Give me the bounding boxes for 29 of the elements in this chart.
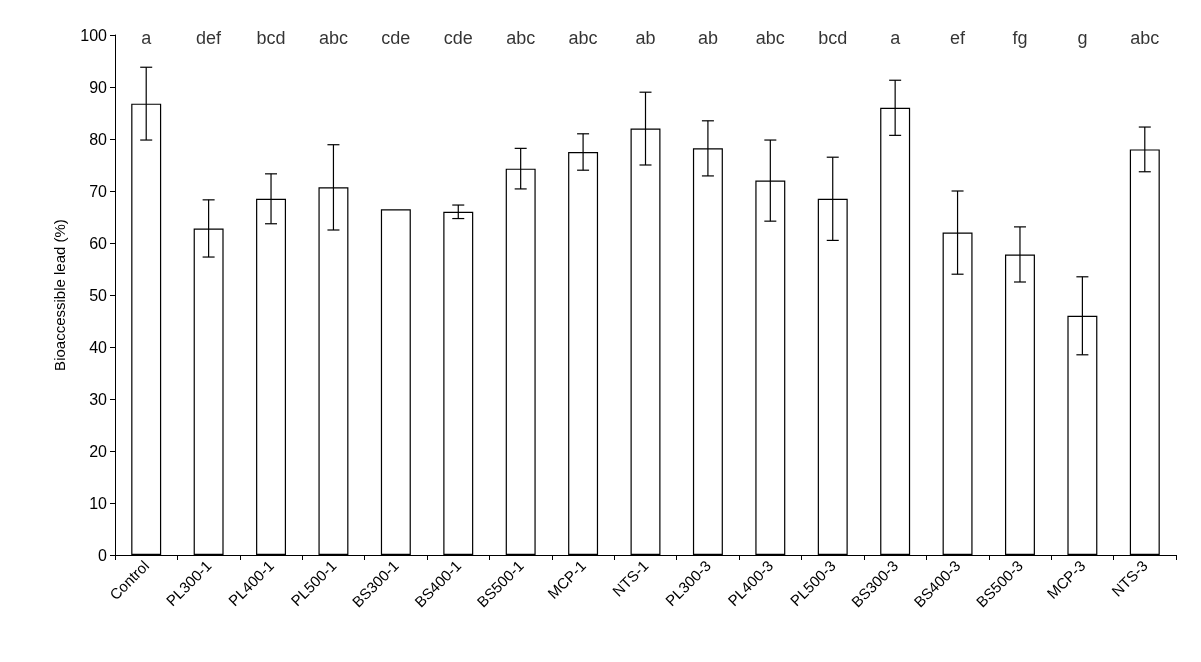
annotation: ab <box>697 28 718 48</box>
annotation: abc <box>1130 28 1160 48</box>
annotation: abc <box>506 28 536 48</box>
y-tick-label: 10 <box>89 494 108 512</box>
annotation: abc <box>755 28 785 48</box>
annotation: a <box>141 28 153 48</box>
annotation: def <box>196 28 223 48</box>
annotation: abc <box>568 28 598 48</box>
y-tick-label: 20 <box>89 442 108 460</box>
y-tick-label: 60 <box>89 234 108 252</box>
annotation: g <box>1077 28 1088 48</box>
annotation: ab <box>635 28 656 48</box>
y-tick-label: 30 <box>89 390 108 408</box>
annotation: cde <box>381 28 411 48</box>
y-axis-title: Bioaccessible lead (%) <box>51 219 68 371</box>
y-tick-label: 0 <box>98 546 108 564</box>
annotation: bcd <box>818 28 848 48</box>
y-tick-label: 100 <box>80 26 108 44</box>
y-tick-label: 70 <box>89 182 108 200</box>
annotation: abc <box>318 28 348 48</box>
y-tick-label: 40 <box>89 338 108 356</box>
annotation: bcd <box>256 28 286 48</box>
annotation: cde <box>443 28 473 48</box>
y-tick-label: 80 <box>89 130 108 148</box>
annotation: a <box>890 28 902 48</box>
annotation: fg <box>1012 28 1028 48</box>
y-tick-label: 90 <box>89 78 108 96</box>
annotation: ef <box>950 28 967 48</box>
y-tick-label: 50 <box>89 286 108 304</box>
